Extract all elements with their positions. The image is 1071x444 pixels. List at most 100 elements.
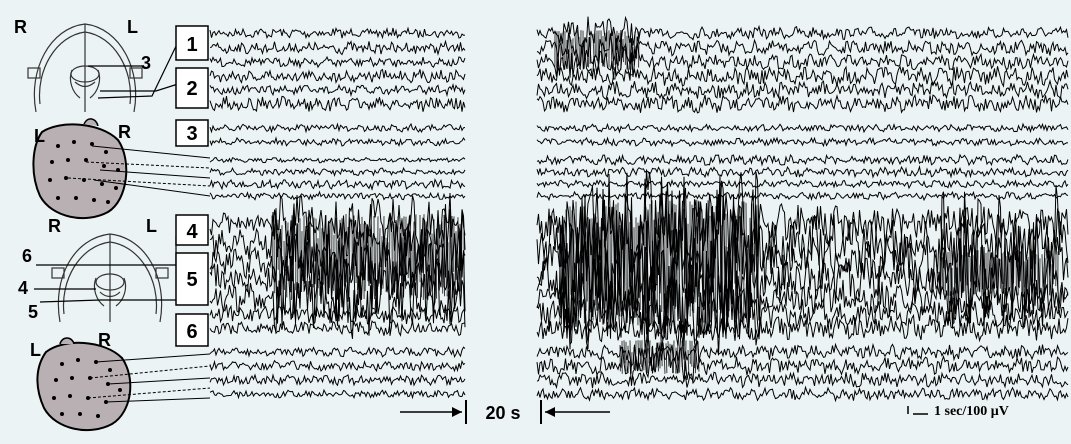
eeg-burst-stroke (650, 346, 653, 371)
channel-label-5: 5 (186, 269, 197, 291)
eeg-trace (209, 83, 466, 98)
eeg-burst-stroke (306, 216, 309, 295)
eeg-burst-stroke (669, 200, 672, 326)
eeg-burst-stroke (1011, 252, 1014, 295)
eeg-trace (536, 313, 1069, 343)
eeg-trace (536, 93, 1069, 114)
eeg-burst-stroke (667, 341, 670, 367)
probe-label-6: 6 (22, 246, 32, 266)
eeg-trace (209, 26, 466, 40)
eeg-burst-stroke (694, 343, 697, 374)
eeg-burst-stroke (1044, 258, 1047, 294)
eeg-burst-stroke (577, 232, 580, 310)
eeg-trace (536, 342, 1069, 386)
eeg-burst-stroke (328, 220, 331, 288)
eeg-burst-stroke (456, 217, 459, 268)
eeg-burst-stroke (648, 340, 651, 364)
channel-label-6: 6 (186, 321, 197, 343)
eeg-burst-stroke (1031, 250, 1034, 283)
eeg-burst-stroke (996, 252, 999, 290)
eeg-burst-stroke (285, 221, 288, 298)
eeg-burst-stroke (728, 226, 731, 312)
eeg-trace (536, 184, 1069, 339)
eeg-burst-stroke (441, 221, 444, 294)
eeg-burst-stroke (989, 250, 992, 294)
probe-label-4: 4 (18, 278, 28, 298)
eeg-burst-stroke (672, 340, 675, 374)
eeg-trace (209, 156, 466, 164)
eeg-burst-stroke (320, 228, 323, 279)
eeg-burst-stroke (630, 352, 633, 374)
eeg-burst-stroke (396, 216, 399, 297)
eeg-burst-stroke (676, 340, 679, 374)
eeg-burst-stroke (348, 217, 351, 300)
schematic-right-label: R (14, 17, 27, 37)
eeg-burst-stroke (655, 347, 658, 368)
eeg-burst-stroke (459, 223, 462, 292)
eeg-trace (536, 122, 1069, 134)
eeg-trace (536, 370, 1069, 390)
eeg-burst-stroke (402, 216, 405, 291)
eeg-burst-stroke (956, 252, 959, 294)
eeg-burst-stroke (610, 32, 613, 69)
eeg-burst-stroke (1003, 251, 1006, 289)
eeg-burst-stroke (601, 226, 604, 314)
eeg-burst-stroke (315, 218, 318, 290)
eeg-burst-stroke (944, 259, 947, 292)
eeg-burst-stroke (965, 252, 968, 286)
eeg-trace (536, 79, 1069, 101)
eeg-trace (209, 39, 466, 56)
eeg-trace (536, 164, 1069, 179)
eeg-burst-stroke (683, 208, 686, 285)
eeg-burst-stroke (388, 216, 391, 294)
eeg-burst-stroke (310, 247, 313, 300)
eeg-burst-stroke (971, 252, 974, 296)
eeg-burst-stroke (574, 34, 577, 58)
eeg-burst-stroke (678, 204, 681, 319)
schematic-right-label: R (48, 216, 61, 236)
top-scalp-leads (67, 145, 211, 197)
eeg-burst-stroke (583, 40, 586, 69)
eeg-burst-stroke (719, 203, 722, 314)
eeg-burst-stroke (669, 343, 672, 367)
eeg-trace (209, 346, 466, 359)
top-probe-leads (88, 41, 179, 99)
eeg-burst-stroke (697, 341, 700, 372)
eeg-burst-stroke (992, 257, 995, 283)
eeg-burst-stroke (335, 217, 338, 298)
scalp-right-label: R (98, 330, 111, 350)
eeg-burst-stroke (597, 30, 600, 70)
eeg-trace (536, 65, 1069, 88)
eeg-burst-stroke (586, 39, 589, 67)
channel-box-3 (175, 119, 209, 147)
eeg-burst-stroke (716, 202, 719, 325)
eeg-burst-stroke (620, 219, 623, 317)
scalp-electrodes-icon (36, 337, 132, 431)
scale-bar-label: 1 sec/100 μV (934, 404, 1009, 419)
eeg-trace (209, 373, 466, 387)
schematic-left-label: L (127, 17, 138, 37)
eeg-burst-stroke (646, 209, 649, 319)
eeg-burst-stroke (594, 216, 597, 306)
eeg-burst-stroke (378, 228, 381, 284)
eeg-burst-stroke (589, 30, 592, 65)
eeg-burst-stroke (953, 251, 956, 294)
eeg-burst-stroke (1025, 261, 1028, 292)
eeg-burst-stroke (1018, 251, 1021, 289)
scalp-electrodes-icon (32, 118, 128, 219)
eeg-burst-stroke (694, 226, 697, 303)
brain-coronal-icon (27, 23, 143, 113)
eeg-burst-stroke (637, 340, 640, 371)
eeg-burst-stroke (420, 234, 423, 298)
eeg-burst-stroke (580, 236, 583, 311)
eeg-burst-stroke (565, 39, 568, 64)
eeg-trace (209, 257, 466, 339)
eeg-burst-stroke (409, 214, 412, 298)
eeg-burst-stroke (755, 204, 758, 315)
eeg-burst-stroke (460, 218, 463, 299)
channel-label-2: 2 (186, 78, 197, 100)
eeg-burst-stroke (451, 215, 454, 298)
eeg-burst-stroke (628, 35, 631, 70)
eeg-burst-stroke (1029, 256, 1032, 286)
